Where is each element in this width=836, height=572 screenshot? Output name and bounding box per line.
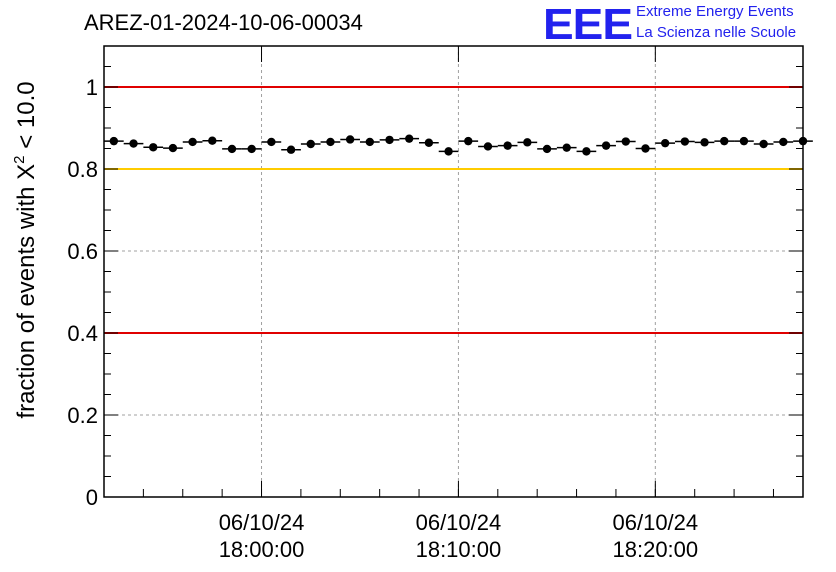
- axes: 00.20.40.60.8106/10/2418:00:0006/10/2418…: [67, 45, 804, 562]
- data-points: [104, 134, 813, 156]
- data-point: [641, 144, 650, 153]
- data-point: [759, 139, 768, 149]
- data-point: [129, 139, 138, 148]
- data-point: [424, 138, 434, 147]
- data-point: [345, 135, 355, 144]
- data-point: [798, 136, 808, 146]
- y-tick-label: 1: [86, 75, 98, 100]
- grid-layer: [104, 46, 803, 497]
- data-point: [503, 141, 512, 150]
- reference-lines: [104, 86, 803, 334]
- data-point: [188, 137, 197, 147]
- y-tick-label: 0.2: [67, 403, 98, 428]
- data-point: [739, 136, 749, 146]
- data-point: [208, 136, 217, 145]
- plot-frame: [103, 45, 804, 498]
- data-point: [326, 137, 335, 147]
- data-point: [621, 137, 630, 146]
- data-point: [700, 138, 709, 147]
- x-tick-label-date: 06/10/24: [613, 510, 699, 535]
- logo-line-1: Extreme Energy Events: [636, 3, 794, 20]
- data-point: [306, 139, 315, 149]
- data-point: [286, 145, 296, 154]
- data-point: [542, 144, 552, 154]
- x-tick-label-date: 06/10/24: [416, 510, 502, 535]
- data-point: [168, 143, 178, 153]
- data-point: [523, 138, 532, 147]
- x-tick-label-time: 18:20:00: [613, 537, 699, 562]
- data-point: [227, 144, 237, 154]
- data-point: [680, 137, 690, 146]
- y-tick-label: 0: [86, 485, 98, 510]
- data-point: [109, 136, 119, 146]
- data-point: [267, 137, 276, 147]
- data-point: [365, 137, 375, 147]
- x-tick-label-time: 18:00:00: [219, 537, 305, 562]
- data-point: [247, 144, 256, 154]
- data-point: [601, 141, 611, 150]
- data-point: [660, 138, 670, 148]
- y-tick-label: 0.6: [67, 239, 98, 264]
- data-point: [720, 136, 729, 146]
- data-point: [404, 134, 414, 143]
- chart-title: AREZ-01-2024-10-06-00034: [84, 10, 363, 35]
- data-point: [464, 136, 473, 146]
- data-point: [582, 147, 591, 156]
- data-point: [483, 142, 493, 151]
- x-tick-label-time: 18:10:00: [416, 537, 502, 562]
- logo-mark: EEE: [543, 0, 633, 49]
- y-tick-label: 0.8: [67, 157, 98, 182]
- y-axis-label: fraction of events with X2 < 10.0: [11, 81, 40, 418]
- data-point: [444, 147, 453, 156]
- data-point: [562, 143, 571, 152]
- data-point: [149, 143, 158, 152]
- data-point: [385, 135, 394, 145]
- data-point: [779, 137, 788, 147]
- y-tick-label: 0.4: [67, 321, 98, 346]
- logo-line-2: La Scienza nelle Scuole: [636, 24, 797, 41]
- x-tick-label-date: 06/10/24: [219, 510, 305, 535]
